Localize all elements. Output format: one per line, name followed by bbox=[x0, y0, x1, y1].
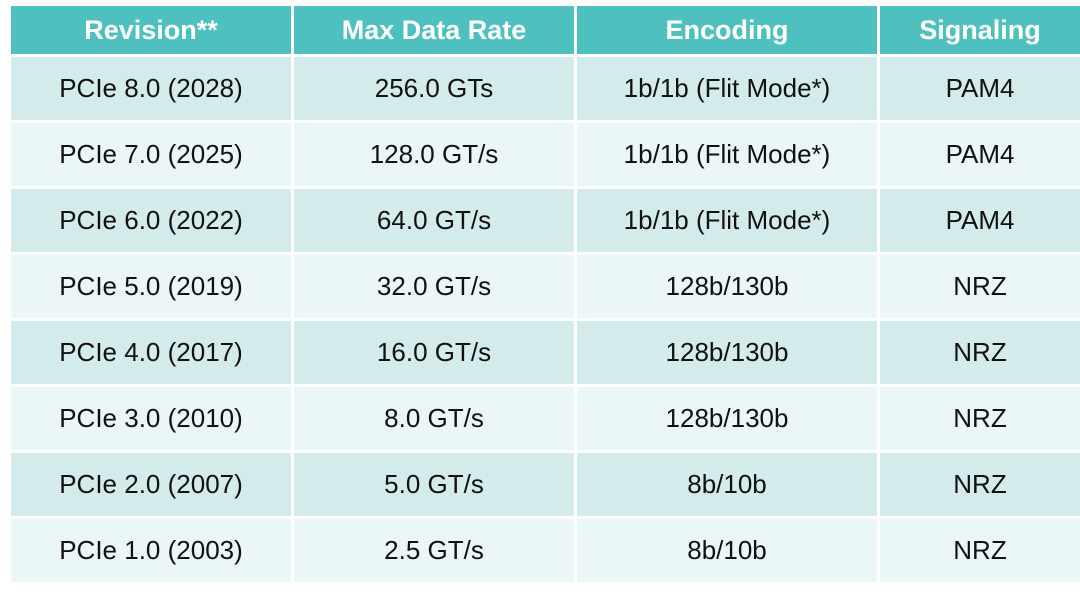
header-encoding: Encoding bbox=[577, 6, 877, 54]
table-row: PCIe 8.0 (2028) 256.0 GTs 1b/1b (Flit Mo… bbox=[11, 57, 1080, 120]
cell-max-data-rate: 128.0 GT/s bbox=[294, 123, 574, 186]
header-row: Revision** Max Data Rate Encoding Signal… bbox=[11, 6, 1080, 54]
header-max-data-rate: Max Data Rate bbox=[294, 6, 574, 54]
cell-revision: PCIe 1.0 (2003) bbox=[11, 519, 291, 582]
cell-max-data-rate: 16.0 GT/s bbox=[294, 321, 574, 384]
cell-revision: PCIe 2.0 (2007) bbox=[11, 453, 291, 516]
cell-encoding: 1b/1b (Flit Mode*) bbox=[577, 123, 877, 186]
cell-max-data-rate: 32.0 GT/s bbox=[294, 255, 574, 318]
table-row: PCIe 2.0 (2007) 5.0 GT/s 8b/10b NRZ bbox=[11, 453, 1080, 516]
cell-revision: PCIe 3.0 (2010) bbox=[11, 387, 291, 450]
cell-signaling: PAM4 bbox=[880, 189, 1080, 252]
table-body: PCIe 8.0 (2028) 256.0 GTs 1b/1b (Flit Mo… bbox=[11, 57, 1080, 582]
cell-signaling: NRZ bbox=[880, 387, 1080, 450]
table-header: Revision** Max Data Rate Encoding Signal… bbox=[11, 6, 1080, 54]
cell-revision: PCIe 7.0 (2025) bbox=[11, 123, 291, 186]
header-revision: Revision** bbox=[11, 6, 291, 54]
table-row: PCIe 3.0 (2010) 8.0 GT/s 128b/130b NRZ bbox=[11, 387, 1080, 450]
cell-encoding: 8b/10b bbox=[577, 519, 877, 582]
cell-max-data-rate: 2.5 GT/s bbox=[294, 519, 574, 582]
cell-signaling: NRZ bbox=[880, 453, 1080, 516]
cell-signaling: NRZ bbox=[880, 321, 1080, 384]
header-signaling: Signaling bbox=[880, 6, 1080, 54]
cell-encoding: 1b/1b (Flit Mode*) bbox=[577, 189, 877, 252]
cell-signaling: NRZ bbox=[880, 255, 1080, 318]
cell-revision: PCIe 5.0 (2019) bbox=[11, 255, 291, 318]
pcie-revisions-table: Revision** Max Data Rate Encoding Signal… bbox=[8, 3, 1080, 585]
cell-signaling: PAM4 bbox=[880, 123, 1080, 186]
cell-encoding: 128b/130b bbox=[577, 255, 877, 318]
cell-encoding: 1b/1b (Flit Mode*) bbox=[577, 57, 877, 120]
cell-max-data-rate: 8.0 GT/s bbox=[294, 387, 574, 450]
cell-revision: PCIe 4.0 (2017) bbox=[11, 321, 291, 384]
table-row: PCIe 6.0 (2022) 64.0 GT/s 1b/1b (Flit Mo… bbox=[11, 189, 1080, 252]
cell-max-data-rate: 5.0 GT/s bbox=[294, 453, 574, 516]
cell-max-data-rate: 256.0 GTs bbox=[294, 57, 574, 120]
cell-signaling: NRZ bbox=[880, 519, 1080, 582]
cell-revision: PCIe 6.0 (2022) bbox=[11, 189, 291, 252]
cell-encoding: 128b/130b bbox=[577, 321, 877, 384]
cell-revision: PCIe 8.0 (2028) bbox=[11, 57, 291, 120]
cell-encoding: 8b/10b bbox=[577, 453, 877, 516]
cell-max-data-rate: 64.0 GT/s bbox=[294, 189, 574, 252]
cell-signaling: PAM4 bbox=[880, 57, 1080, 120]
table-row: PCIe 5.0 (2019) 32.0 GT/s 128b/130b NRZ bbox=[11, 255, 1080, 318]
table-row: PCIe 7.0 (2025) 128.0 GT/s 1b/1b (Flit M… bbox=[11, 123, 1080, 186]
cell-encoding: 128b/130b bbox=[577, 387, 877, 450]
table-row: PCIe 4.0 (2017) 16.0 GT/s 128b/130b NRZ bbox=[11, 321, 1080, 384]
table-row: PCIe 1.0 (2003) 2.5 GT/s 8b/10b NRZ bbox=[11, 519, 1080, 582]
